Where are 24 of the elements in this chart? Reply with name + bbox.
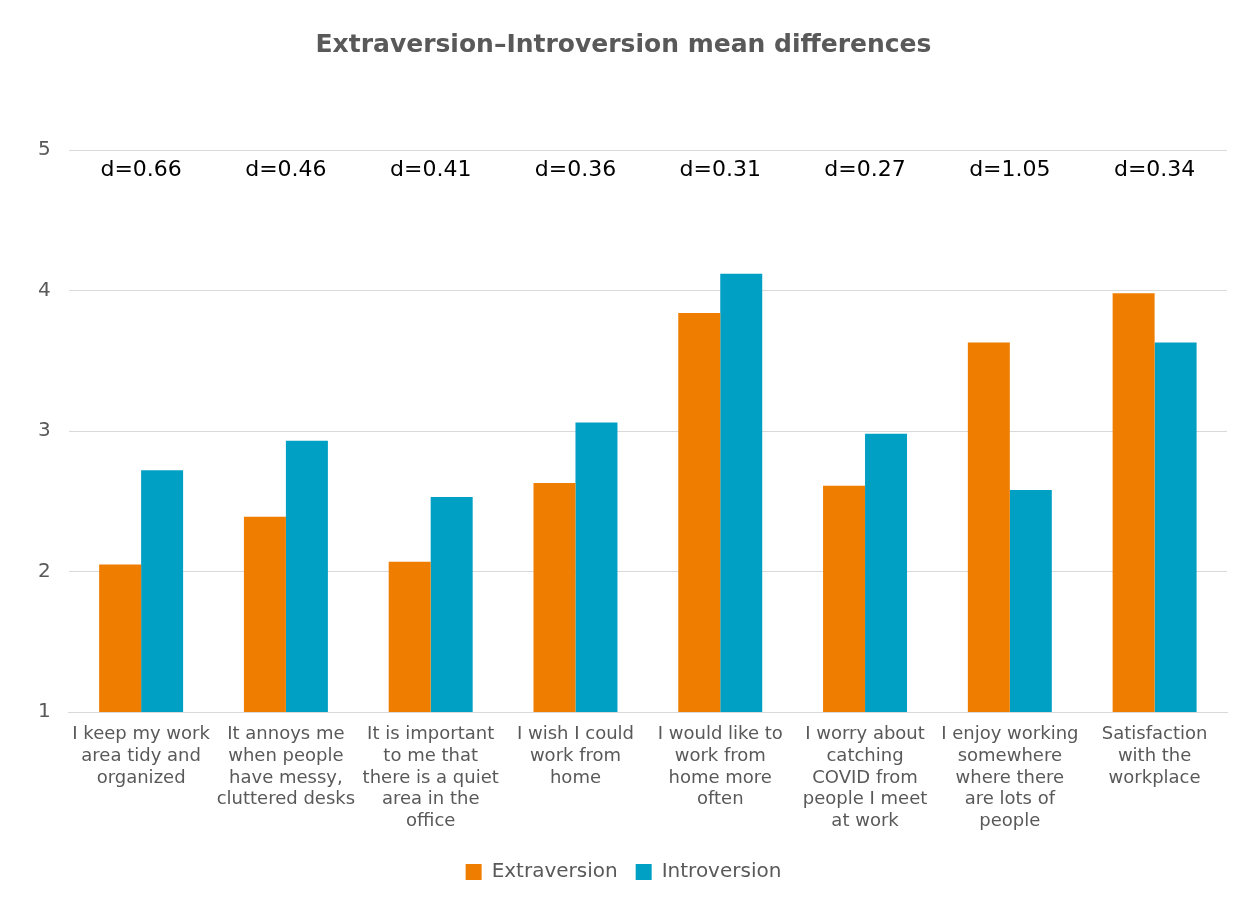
chart-title: Extraversion–Introversion mean differences	[315, 28, 932, 58]
legend-label: Extraversion	[491, 858, 618, 883]
x-tick-label: Satisfaction with the workplace	[1101, 722, 1208, 787]
x-tick-label: I keep my work area tidy and organized	[72, 722, 211, 787]
annotation: d=0.27	[824, 155, 906, 181]
annotation: d=0.46	[245, 155, 327, 181]
annotation: d=0.66	[100, 155, 182, 181]
x-tick-label: I worry about catching COVID from people I meet at work	[802, 722, 928, 830]
annotation: d=1.05	[969, 155, 1051, 181]
y-tick-label: 4	[37, 276, 51, 301]
x-tick-label: I would like to work from home more often	[657, 722, 783, 809]
legend-label: Introversion	[661, 858, 782, 883]
x-tick-label: I enjoy working somewhere where there are lots of people	[941, 722, 1079, 830]
y-tick-label: 3	[37, 417, 51, 442]
annotation: d=0.34	[1113, 155, 1196, 181]
x-tick-label: It is important to me that there is a quiet area in the office	[362, 722, 499, 830]
y-tick-label: 2	[37, 557, 51, 582]
annotation: d=0.41	[389, 155, 472, 181]
annotation: d=0.36	[534, 155, 617, 181]
x-tick-label: I wish I could work from home	[516, 722, 634, 787]
y-tick-label: 5	[37, 136, 51, 161]
x-tick-label: It annoys me when people have messy, cluttered desks	[216, 722, 356, 809]
y-tick-label: 1	[37, 698, 51, 723]
annotation: d=0.31	[679, 155, 761, 181]
